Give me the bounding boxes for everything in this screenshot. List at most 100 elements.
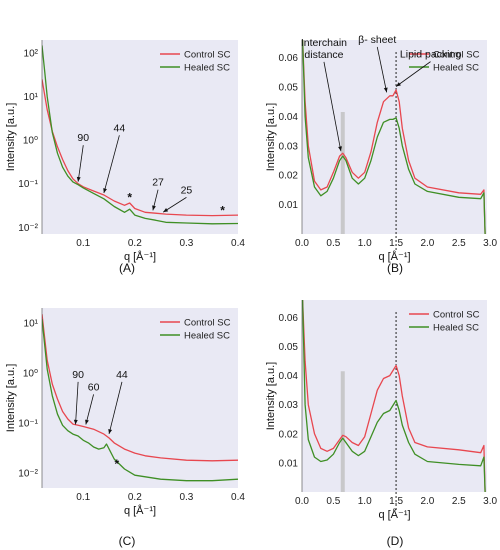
panel-d: 0.01 0.02 0.03 0.04 0.05 0.06 0.0 0.5 1.0 1.5 2.0 2…: [265, 300, 498, 548]
panel-a-annotation-arrow: [103, 135, 120, 194]
panel-b: 0.01 0.02 0.03 0.04 0.05 0.06 0.0 0.5 1.0 1.5 2.0 2…: [265, 34, 498, 275]
panel-c-y-tick-label: 10¹: [24, 319, 39, 330]
panel-b-annotation-line: Interchain: [301, 37, 347, 49]
panel-d-y-tick-label: 0.01: [279, 458, 299, 469]
panel-c-annotation-arrow: [75, 381, 79, 425]
panel-b-annotation-arrow: [323, 61, 342, 152]
panel-b-x-tick-label: 3.0: [483, 238, 497, 249]
panel-b-legend-label-control: Control SC: [433, 50, 480, 61]
panel-b-series-control: [302, 40, 486, 234]
panel-b-annotation-line: Lipid packing: [400, 49, 461, 61]
panel-b-annotation-arrowhead: [383, 87, 388, 93]
panel-d-y-tick-label: 0.05: [279, 342, 299, 353]
panel-a-significance-star: *: [220, 204, 225, 218]
panel-c-plot-area: [42, 308, 238, 488]
panel-a-y-tick-label: 10¹: [24, 92, 39, 103]
panel-a-y-axis-label: Intensity [a.u.]: [5, 103, 17, 171]
panel-a-y-tick-label: 10⁻¹: [18, 179, 38, 190]
panel-b-annotation-line: distance: [304, 49, 343, 61]
panel-c-annotation-label: 60: [88, 381, 100, 393]
panel-b-annotation-label: β- sheet: [358, 34, 396, 46]
panel-d-x-tick-label: 2.0: [420, 496, 434, 507]
panel-a-x-tick-label: 0.3: [179, 238, 193, 249]
panel-c-legend-label-healed: Healed SC: [184, 331, 230, 342]
panel-d-plot-area: [302, 300, 487, 492]
panel-a-annotation-arrow: [77, 145, 84, 182]
panel-b-x-tick-label: 2.5: [452, 238, 466, 249]
panel-b-annotation-arrow: [395, 61, 431, 87]
panel-a-annotation-arrowhead: [163, 208, 169, 213]
panel-d-series-healed: [302, 300, 486, 492]
panel-a-y-tick-label: 10²: [24, 49, 39, 60]
panel-d-legend-label-healed: Healed SC: [433, 323, 479, 334]
panel-c-annotation-line: 44: [116, 369, 128, 381]
panel-c-annotation-arrowhead: [85, 419, 89, 425]
panel-c-y-tick-label: 10⁻¹: [18, 418, 38, 429]
panel-c-y-tick-label: 10⁻²: [18, 468, 38, 479]
panel-c-x-tick-label: 0.1: [76, 492, 90, 503]
panel-b-x-tick-label: 2.0: [420, 238, 434, 249]
panel-b-annotation-arrowhead: [396, 82, 401, 87]
panel-a-annotation-arrowhead: [152, 205, 156, 211]
panel-a-annotation-line: 25: [181, 184, 193, 196]
panel-b-series-healed: [302, 40, 486, 234]
panel-a-annotation-label: 27: [152, 177, 164, 189]
panel-d-x-tick-label: 1.0: [358, 496, 372, 507]
panel-c-annotation-arrowhead: [73, 419, 78, 425]
panel-a: 10⁻² 10⁻¹ 10⁰ 10¹ 10² 0.1 0.2 0.3 0.4 q [Å⁻¹] Inte…: [5, 40, 245, 275]
panel-a-annotation-arrowhead: [76, 176, 81, 182]
panel-b-annotation-arrowhead: [338, 146, 342, 152]
panel-a-y-tick-label: 10⁰: [23, 136, 38, 147]
panel-d-x-tick-label: 0.0: [295, 496, 309, 507]
panel-b-x-tick-label: 1.0: [358, 238, 372, 249]
panel-b-x-tick-label: 0.5: [326, 238, 340, 249]
panel-c-caption: (C): [119, 534, 136, 548]
panel-b-annotation-line: β- sheet: [358, 34, 396, 46]
panel-b-annotation-label: Interchain distance: [301, 37, 347, 61]
panel-a-series-control: [42, 79, 238, 217]
panel-c-y-axis-label: Intensity [a.u.]: [5, 364, 17, 432]
panel-c-annotation-arrowhead: [108, 429, 113, 434]
panel-a-y-tick-label: 10⁻²: [18, 223, 38, 234]
panel-c: 10⁻² 10⁻¹ 10⁰ 10¹ 0.1 0.2 0.3 0.4 q [Å⁻¹] Intensi…: [5, 308, 245, 548]
panel-c-annotation-label: 90: [72, 369, 84, 381]
panel-a-x-tick-label: 0.2: [128, 238, 142, 249]
panel-c-series-control: [42, 314, 238, 462]
panel-c-x-axis-label: q [Å⁻¹]: [124, 504, 156, 517]
panel-d-series-control: [302, 300, 486, 492]
panel-b-caption: (B): [387, 261, 403, 275]
panel-b-y-tick-label: 0.06: [279, 53, 299, 64]
panel-b-annotation-arrow: [376, 46, 388, 93]
panel-d-interchain-band: [340, 371, 345, 492]
panel-b-y-tick-label: 0.03: [279, 141, 299, 152]
panel-a-series-healed: [42, 45, 238, 225]
panel-b-x-tick-label: 0.0: [295, 238, 309, 249]
panel-c-legend-label-control: Control SC: [184, 318, 231, 329]
panel-a-annotation-label: 90: [77, 132, 89, 144]
panel-a-annotation-arrowhead: [103, 188, 107, 194]
panel-c-annotation-label: 44: [116, 369, 128, 381]
panel-d-x-tick-label: 1.5: [389, 496, 403, 507]
panel-c-x-tick-label: 0.2: [128, 492, 142, 503]
panel-a-x-tick-label: 0.1: [76, 238, 90, 249]
panel-d-x-tick-label: 3.0: [483, 496, 497, 507]
panel-c-annotation-arrow: [108, 381, 123, 435]
panel-b-y-tick-label: 0.01: [279, 200, 299, 211]
panel-c-significance-star: *: [114, 457, 119, 471]
panel-a-annotation-label: 25: [181, 184, 193, 196]
panel-a-x-axis-label: q [Å⁻¹]: [124, 250, 156, 263]
panel-b-y-tick-label: 0.02: [279, 171, 299, 182]
panel-d-x-tick-label: 2.5: [452, 496, 466, 507]
panel-b-y-tick-label: 0.04: [279, 112, 299, 123]
panel-a-annotation-label: 44: [114, 122, 126, 134]
panel-c-x-tick-label: 0.4: [231, 492, 245, 503]
panel-a-caption: (A): [119, 261, 135, 275]
panel-c-annotation-line: 90: [72, 369, 84, 381]
panel-b-y-axis-label: Intensity [a.u.]: [265, 103, 277, 171]
panel-d-y-tick-label: 0.02: [279, 429, 299, 440]
panel-a-plot-area: [42, 40, 238, 234]
panel-a-annotation-line: 27: [152, 177, 164, 189]
panel-a-x-tick-label: 0.4: [231, 238, 245, 249]
panel-a-annotation-line: 90: [77, 132, 89, 144]
